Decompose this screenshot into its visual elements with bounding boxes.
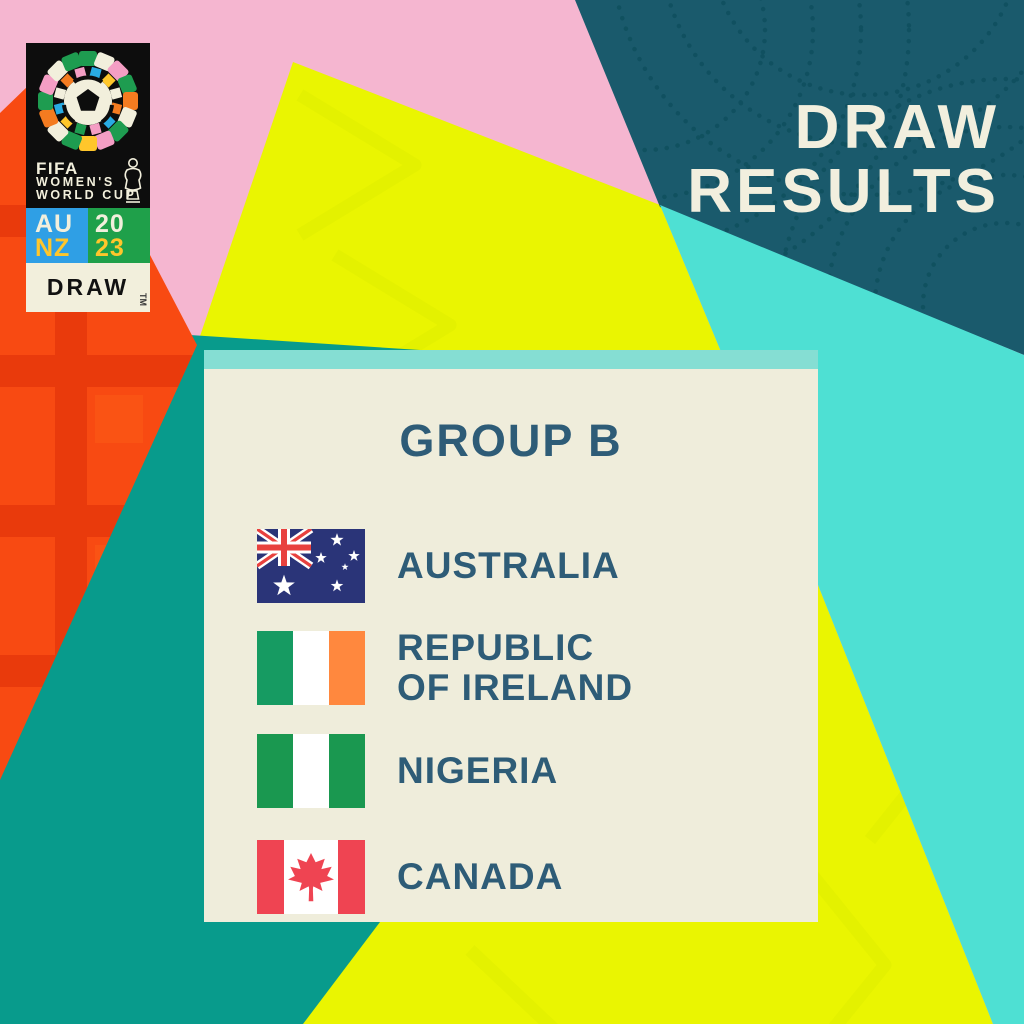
group-title: GROUP B [399, 415, 623, 466]
team-row-ireland: REPUBLIC OF IRELAND [257, 628, 633, 708]
group-card-top-strip [204, 350, 818, 369]
dark-teal-region [575, 0, 1024, 355]
logo-womens-text: WOMEN'S [36, 175, 115, 189]
logo-year-bottom-text: 23 [95, 234, 125, 262]
page-title: DRAW RESULTS [687, 96, 1000, 224]
team-name: AUSTRALIA [397, 545, 620, 586]
nigeria-flag-icon [257, 734, 365, 808]
team-row-canada: CANADA [257, 840, 563, 914]
logo-nz-text: NZ [35, 234, 71, 262]
page-title-line2: RESULTS [687, 157, 1000, 226]
logo-host-block: AU NZ [26, 208, 88, 263]
team-name: REPUBLIC OF IRELAND [397, 628, 633, 708]
team-name-line2: OF IRELAND [397, 667, 634, 708]
team-row-nigeria: NIGERIA [257, 734, 558, 808]
logo-wordmark: FIFA WOMEN'S WORLD CUP [36, 159, 137, 202]
canada-flag-icon [257, 840, 365, 914]
fifa-wwc-emblem-icon [38, 51, 138, 151]
logo-year-top-text: 20 [95, 210, 125, 238]
logo-au-text: AU [35, 210, 74, 238]
team-name: CANADA [397, 856, 564, 897]
logo-year-block: 20 23 [88, 208, 150, 263]
logo-worldcup-text: WORLD CUP [36, 188, 137, 202]
logo-host-year-block: AU NZ 20 23 [26, 208, 150, 263]
trophy-icon [124, 158, 142, 203]
team-name: NIGERIA [397, 750, 559, 791]
ireland-flag-icon [257, 631, 365, 705]
logo-draw-label: DRAW [26, 263, 150, 312]
group-card: GROUP B [204, 350, 818, 922]
team-row-australia: AUSTRALIA [257, 529, 620, 603]
trademark-text: TM [138, 293, 148, 306]
logo-emblem-panel: FIFA WOMEN'S WORLD CUP [26, 43, 150, 208]
logo-fifa-text: FIFA [36, 159, 79, 178]
group-card-body: GROUP B [204, 369, 818, 922]
fifa-wwc-logo: FIFA WOMEN'S WORLD CUP AU NZ 20 23 DRAW [26, 43, 150, 312]
australia-flag-icon [257, 529, 365, 603]
team-name-line1: REPUBLIC [397, 627, 595, 668]
page-title-line1: DRAW [794, 93, 1000, 162]
